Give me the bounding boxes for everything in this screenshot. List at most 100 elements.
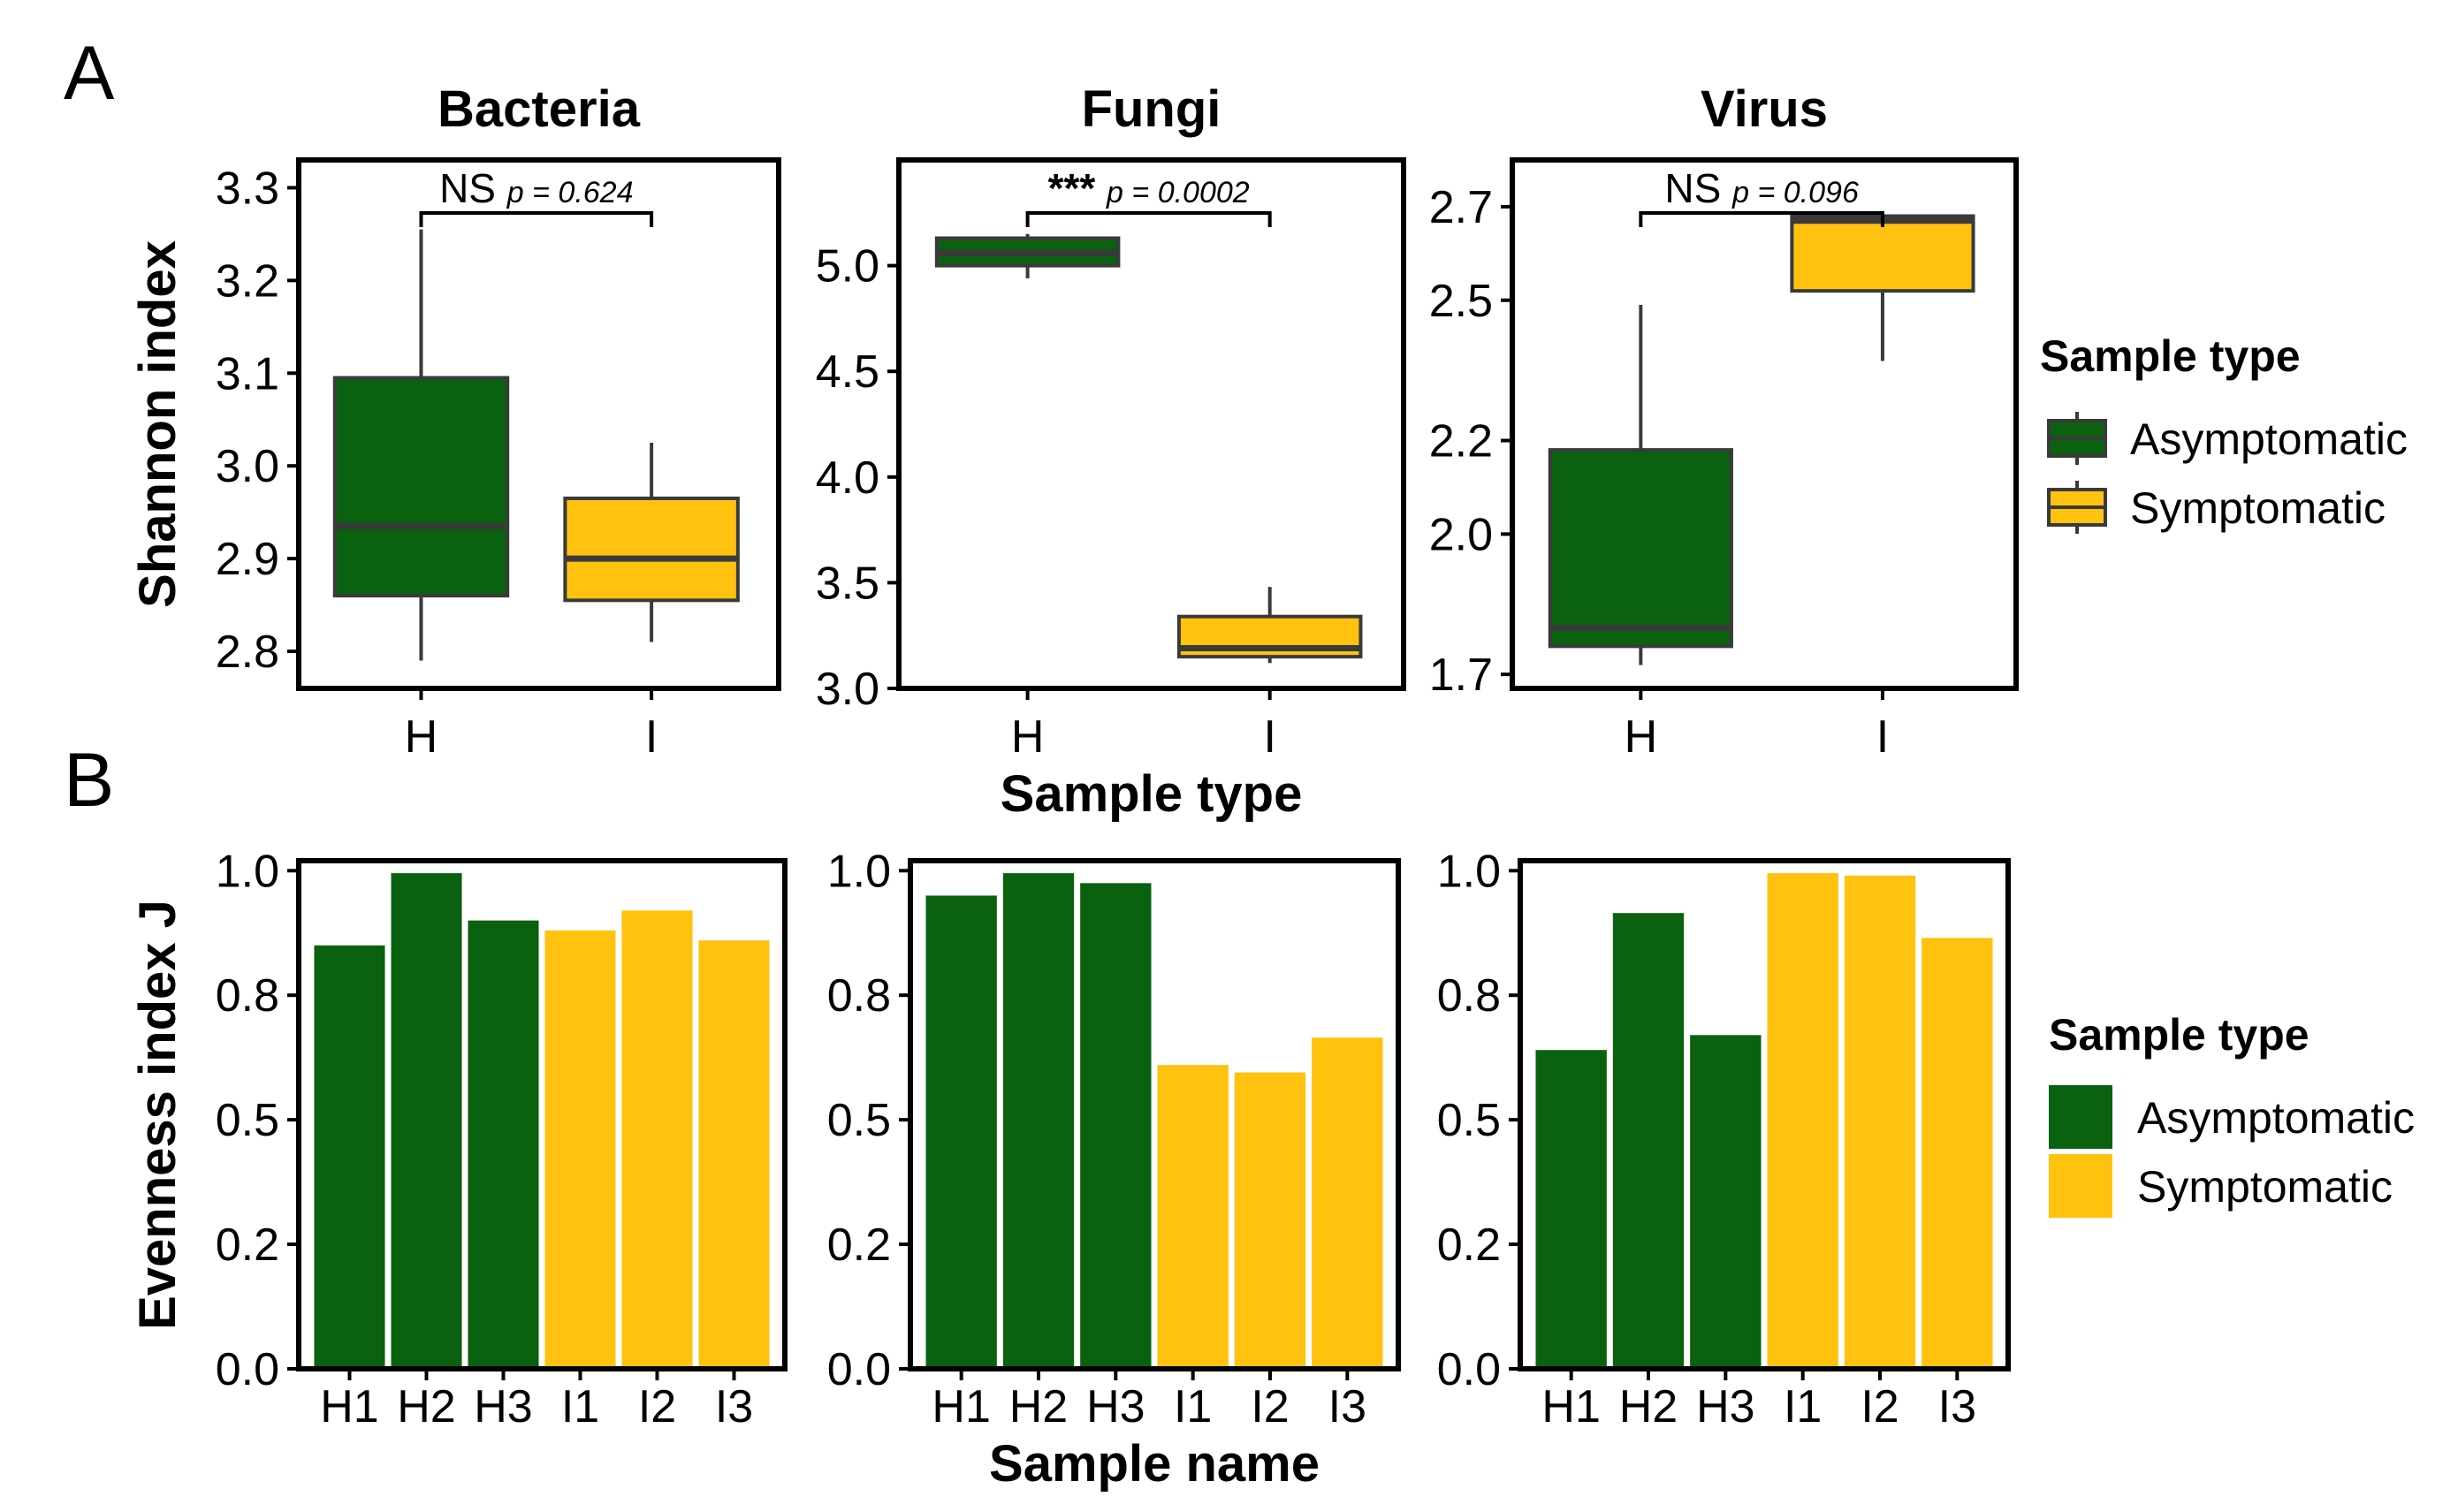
y-tick-label: 0.0 <box>1437 1344 1501 1395</box>
bar-i3 <box>1312 1037 1383 1369</box>
y-tick-label: 0.0 <box>827 1344 891 1395</box>
y-tick-label: 5.0 <box>816 241 879 293</box>
x-tick-label: I2 <box>1251 1381 1289 1432</box>
significance-bracket <box>1025 211 1272 227</box>
x-tick-label: I2 <box>638 1381 676 1432</box>
x-tick-label: H1 <box>1541 1381 1600 1432</box>
legend-label: Asymptomatic <box>2137 1093 2415 1143</box>
significance-label: NS p = 0.096 <box>1664 165 1859 211</box>
significance-marker: *** <box>1048 165 1107 211</box>
y-tick-label: 1.0 <box>1437 846 1501 897</box>
y-tick-label: 4.0 <box>816 452 879 504</box>
significance-bracket <box>419 211 654 227</box>
y-tick-label: 0.8 <box>216 970 279 1022</box>
plot-frame <box>1518 858 2011 1371</box>
y-tick-label: 3.0 <box>216 441 279 492</box>
bar-h3 <box>468 920 539 1369</box>
y-tick-label: 0.2 <box>216 1219 279 1271</box>
plot-frame <box>896 157 1406 691</box>
panel-letter-a: A <box>64 31 115 116</box>
legend-label: Symptomatic <box>2137 1162 2393 1212</box>
chart-title: Virus <box>1701 80 1828 138</box>
legend-key <box>2049 1085 2112 1149</box>
x-axis-title: Sample name <box>989 1435 1320 1493</box>
significance-marker: NS <box>439 165 507 211</box>
bar-i1 <box>1767 873 1838 1369</box>
legend-a: Sample type Asymptomatic Symptomatic <box>2040 331 2408 534</box>
barchart-1: 0.0 0.2 0.5 0.8 1.0 H1 H2 H3 I1 I2 I3 Evenness inde… <box>129 846 788 1432</box>
x-tick-label: I1 <box>561 1381 599 1432</box>
y-tick-label: 1.0 <box>827 846 891 897</box>
y-tick-label: 0.8 <box>827 970 891 1022</box>
x-tick-label: H1 <box>932 1381 990 1432</box>
bar-h2 <box>1612 913 1685 1369</box>
y-tick-label: 2.7 <box>1429 182 1493 233</box>
y-tick-label: 3.2 <box>216 255 279 307</box>
x-tick-label: H1 <box>320 1381 378 1432</box>
bar-h1 <box>314 945 385 1369</box>
y-tick-label: 3.3 <box>216 163 279 214</box>
significance-label: NS p = 0.624 <box>439 165 633 211</box>
box-h-iqr <box>332 376 510 598</box>
x-tick-label: H <box>1625 711 1658 763</box>
x-tick-label: I3 <box>1328 1381 1366 1432</box>
x-tick-label: H3 <box>1086 1381 1145 1432</box>
x-tick-label: H <box>405 711 438 763</box>
bar-h2 <box>1002 873 1075 1369</box>
y-tick-label: 2.2 <box>1429 416 1493 467</box>
y-tick-label: 3.1 <box>216 348 279 399</box>
bar-h1 <box>925 895 997 1369</box>
y-tick-label: 2.8 <box>216 627 279 678</box>
x-tick-label: I3 <box>715 1381 753 1432</box>
y-axis-title: Shannon index <box>129 240 186 608</box>
bar-i2 <box>621 910 693 1369</box>
y-tick-label: 0.2 <box>827 1219 891 1271</box>
chart-title: Fungi <box>1082 80 1221 138</box>
bar-i3 <box>698 940 770 1369</box>
p-value: p = 0.0002 <box>1106 176 1250 209</box>
legend-title: Sample type <box>2040 331 2301 381</box>
box-i-iqr <box>563 496 740 603</box>
box-h-iqr <box>1548 448 1733 649</box>
x-tick-label: I <box>1876 711 1889 763</box>
y-tick-label: 4.5 <box>816 346 879 398</box>
significance-bracket <box>1639 211 1884 227</box>
x-tick-label: I2 <box>1861 1381 1899 1432</box>
y-axis-title: Evenness index J <box>129 900 186 1330</box>
p-value: p = 0.096 <box>1731 176 1859 209</box>
y-tick-label: 0.5 <box>827 1095 891 1146</box>
x-tick-label: I1 <box>1784 1381 1822 1432</box>
y-tick-label: 1.7 <box>1429 650 1493 701</box>
chart-title: Bacteria <box>438 80 641 138</box>
legend-title: Sample type <box>2049 1010 2310 1060</box>
y-tick-label: 1.0 <box>216 846 279 897</box>
y-tick-label: 0.2 <box>1437 1219 1501 1271</box>
x-tick-label: I3 <box>1938 1381 1976 1432</box>
y-tick-label: 2.0 <box>1429 509 1493 560</box>
plot-frame <box>296 858 788 1371</box>
bar-h3 <box>1080 883 1152 1369</box>
y-tick-label: 0.5 <box>1437 1095 1501 1146</box>
box-i-iqr <box>1790 214 1975 293</box>
y-tick-label: 0.8 <box>1437 970 1501 1022</box>
bar-i3 <box>1922 938 1993 1369</box>
y-tick-label: 2.5 <box>1429 276 1493 327</box>
legend-b: Sample type Asymptomatic Symptomatic <box>2049 1010 2415 1218</box>
x-tick-label: H <box>1011 711 1045 763</box>
y-tick-label: 0.5 <box>216 1095 279 1146</box>
boxplot-bacteria: Bacteria 2.8 2.9 3.0 3.1 3.2 3.3 H I NS p = 0.624… <box>129 80 781 763</box>
x-axis-title: Sample type <box>1001 765 1303 823</box>
bar-h2 <box>391 873 462 1369</box>
x-tick-label: I <box>645 711 658 763</box>
plot-frame <box>1510 157 2019 691</box>
significance-marker: NS <box>1664 165 1732 211</box>
legend-label: Asymptomatic <box>2130 414 2408 464</box>
x-tick-label: I <box>1263 711 1275 763</box>
y-tick-label: 3.0 <box>816 664 879 715</box>
bar-h3 <box>1690 1035 1762 1369</box>
bar-i1 <box>1157 1065 1229 1369</box>
x-tick-label: H2 <box>397 1381 455 1432</box>
legend-label: Symptomatic <box>2130 483 2386 533</box>
y-tick-label: 2.9 <box>216 534 279 585</box>
